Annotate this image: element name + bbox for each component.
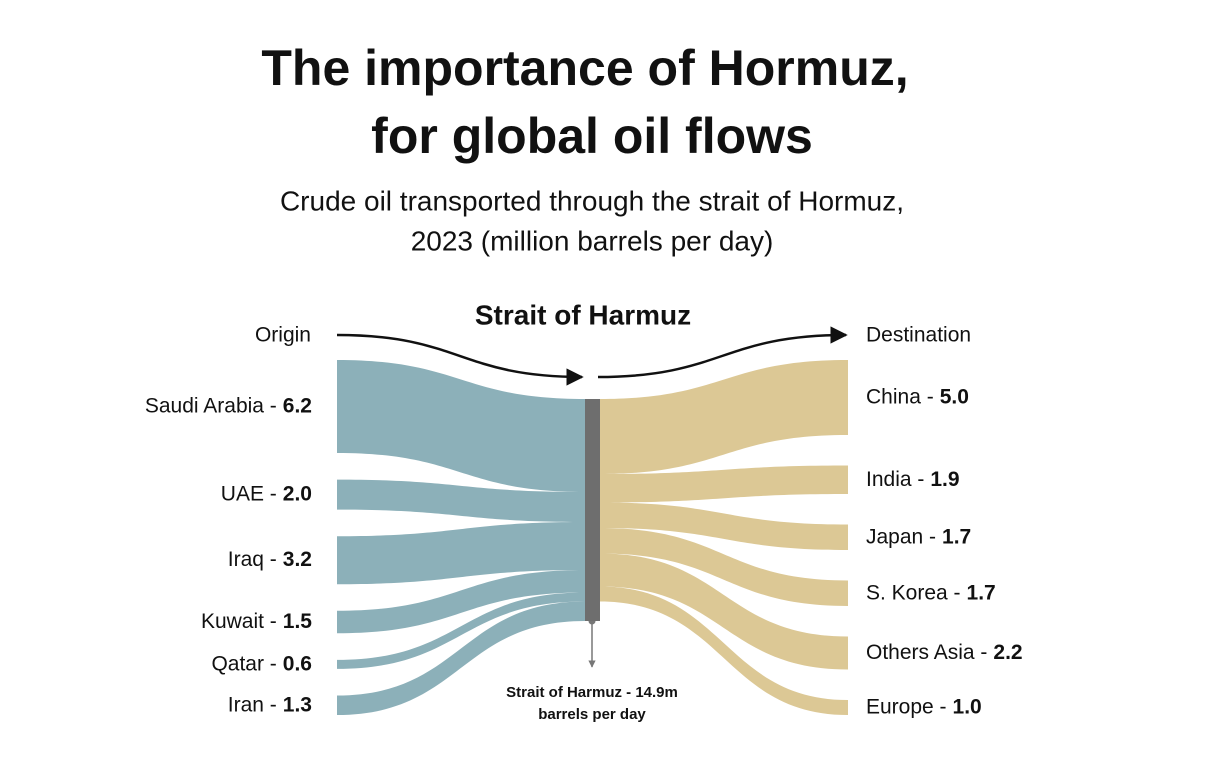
node-value: 1.7 xyxy=(942,525,971,548)
flow xyxy=(600,553,848,670)
node-value: 2.0 xyxy=(283,482,312,505)
node-name: Saudi Arabia - xyxy=(145,394,277,417)
flow xyxy=(337,592,585,669)
node-name: Kuwait - xyxy=(201,610,277,633)
flow xyxy=(337,522,585,585)
node-name: S. Korea - xyxy=(866,581,961,604)
hub-note: Strait of Harmuz - 14.9m xyxy=(506,684,678,701)
subtitle: Crude oil transported through the strait… xyxy=(280,185,904,216)
node-value: 1.5 xyxy=(283,610,313,633)
hub-label: Strait of Harmuz xyxy=(475,299,691,330)
node-label: Others Asia - 2.2 xyxy=(866,641,1023,664)
node-name: Iran - xyxy=(228,693,277,716)
chart-title: for global oil flows xyxy=(371,108,813,164)
node-label: Qatar - 0.6 xyxy=(211,652,312,675)
node-label: S. Korea - 1.7 xyxy=(866,581,996,604)
flow xyxy=(600,502,848,550)
node-label: UAE - 2.0 xyxy=(221,482,312,505)
node-name: Qatar - xyxy=(211,652,276,675)
flow xyxy=(337,479,585,522)
arrow xyxy=(336,333,584,386)
flows xyxy=(337,360,848,715)
flow xyxy=(600,528,848,606)
node-label: Iraq - 3.2 xyxy=(228,548,312,571)
node-name: Others Asia - xyxy=(866,641,987,664)
node-label: Europe - 1.0 xyxy=(866,695,982,718)
node-value: 1.9 xyxy=(930,467,959,490)
node-value: 5.0 xyxy=(940,385,969,408)
node-value: 6.2 xyxy=(283,394,312,417)
flow xyxy=(600,586,848,715)
node-name: Europe - xyxy=(866,695,947,718)
node-label: India - 1.9 xyxy=(866,467,960,490)
destination-label: Destination xyxy=(866,324,971,347)
node-value: 1.0 xyxy=(953,695,982,718)
node-label: Iran - 1.3 xyxy=(228,693,312,716)
hub-note: barrels per day xyxy=(538,706,646,723)
node-value: 1.7 xyxy=(967,581,996,604)
flow xyxy=(600,360,848,474)
flow xyxy=(337,360,585,492)
node-label: Saudi Arabia - 6.2 xyxy=(145,394,312,417)
node-name: China - xyxy=(866,385,934,408)
node-label: Japan - 1.7 xyxy=(866,525,971,548)
subtitle: 2023 (million barrels per day) xyxy=(411,225,774,256)
hub-bar xyxy=(585,399,600,621)
node-value: 2.2 xyxy=(993,641,1022,664)
node-label: China - 5.0 xyxy=(866,385,969,408)
arrow xyxy=(597,326,848,379)
node-name: India - xyxy=(866,467,924,490)
node-value: 0.6 xyxy=(283,652,312,675)
node-value: 1.3 xyxy=(283,693,312,716)
origin-label: Origin xyxy=(255,324,311,347)
chart-title: The importance of Hormuz, xyxy=(261,40,908,96)
node-name: Japan - xyxy=(866,525,936,548)
node-label: Kuwait - 1.5 xyxy=(201,610,312,633)
node-value: 3.2 xyxy=(283,548,312,571)
flow xyxy=(337,570,585,634)
flow xyxy=(337,601,585,715)
node-name: UAE - xyxy=(221,482,277,505)
node-name: Iraq - xyxy=(228,548,277,571)
flow xyxy=(600,465,848,503)
